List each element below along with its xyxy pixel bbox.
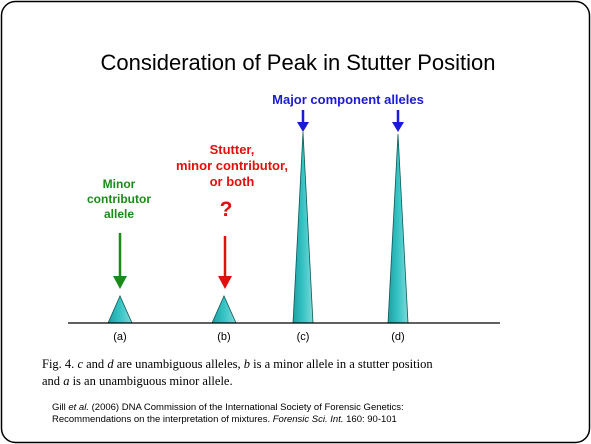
question-mark: ?: [220, 198, 233, 221]
caption-part: b: [244, 357, 250, 371]
peak-label: (c): [297, 331, 310, 343]
caption-part: Fig. 4.: [42, 357, 74, 371]
minor-arrow: [113, 233, 127, 289]
peak-labels: (a) (b) (c) (d): [113, 331, 404, 343]
slide-title: Consideration of Peak in Stutter Positio…: [100, 50, 495, 75]
caption-part: is an unambiguous minor allele.: [73, 374, 233, 388]
stutter-label-line: Stutter,: [210, 142, 255, 157]
minor-label-line: contributor: [87, 192, 151, 206]
citation-part: Gill: [52, 402, 66, 413]
citation-part: 160: 90-101: [346, 414, 397, 425]
stutter-label-line: or both: [210, 174, 255, 189]
stutter-label: Stutter, minor contributor, or both: [176, 142, 288, 189]
citation-part: et al.: [68, 402, 89, 413]
caption-line: and a is an unambiguous minor allele.: [42, 374, 233, 388]
citation-part: Forensic Sci. Int.: [273, 414, 344, 425]
caption-part: c: [77, 357, 83, 371]
peak-label: (d): [391, 331, 404, 343]
citation-part: (2006) DNA Commission of the Internation…: [92, 402, 404, 413]
minor-label-line: allele: [104, 207, 134, 221]
peak-label: (a): [113, 331, 126, 343]
citation-line: Gill et al. (2006) DNA Commission of the…: [52, 402, 404, 413]
citation-part: Recommendations on the interpretation of…: [52, 414, 270, 425]
caption-part: is a minor allele in a stutter position: [253, 357, 433, 371]
minor-label: Minor contributor allele: [87, 177, 151, 221]
major-label: Major component alleles: [272, 92, 424, 107]
peak-label: (b): [217, 331, 230, 343]
caption-part: and: [86, 357, 105, 371]
major-arrows: [297, 110, 404, 132]
caption-part: are unambiguous alleles,: [117, 357, 241, 371]
minor-label-line: Minor: [103, 177, 136, 191]
citation-line: Recommendations on the interpretation of…: [52, 414, 397, 425]
stutter-label-line: minor contributor,: [176, 158, 288, 173]
caption-part: a: [63, 374, 69, 388]
caption-part: d: [107, 357, 114, 371]
stutter-arrow: [218, 236, 232, 289]
caption-line: Fig. 4. c and d are unambiguous alleles,…: [42, 357, 433, 371]
caption-part: and: [42, 374, 61, 388]
